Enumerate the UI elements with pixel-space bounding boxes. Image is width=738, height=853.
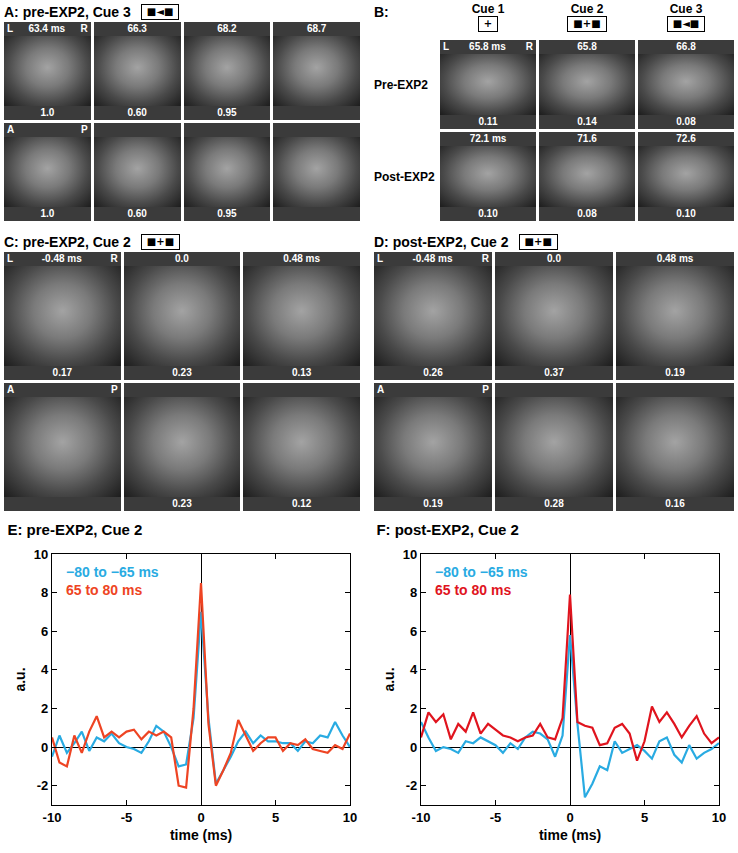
html-text:L: L [377,253,384,264]
svg-text:4: 4 [410,662,418,677]
svg-text:-5: -5 [490,810,502,825]
html-text:-0.48 ms: -0.48 ms [412,253,453,264]
html-text:72.1 ms: 72.1 ms [469,133,507,144]
html-text:66.3: 66.3 [127,23,147,34]
html-text:A: A [7,384,15,395]
html-text:0.19: 0.19 [665,367,685,378]
html-text:A: A [377,384,385,395]
html-text:R: R [525,41,533,52]
html-text:R: R [481,253,489,264]
html-text:0.48 ms: 0.48 ms [656,253,694,264]
html-text:72.6: 72.6 [676,133,696,144]
html-text:L: L [7,23,14,34]
svg-text:-2: -2 [406,778,418,793]
html-text:Pre-EXP2: Pre-EXP2 [374,77,428,92]
html-text:0.08: 0.08 [577,208,597,219]
svg-text:65 to 80 ms: 65 to 80 ms [66,582,142,598]
svg-text:−80 to −65 ms: −80 to −65 ms [66,564,159,580]
html-text:R: R [110,253,118,264]
svg-text:a.u.: a.u. [381,667,397,691]
html-text:0.23: 0.23 [172,498,192,509]
html-text:71.6: 71.6 [577,133,597,144]
svg-text:2: 2 [41,701,48,716]
svg-text:10: 10 [403,547,417,562]
html-text:B:: B: [374,4,389,20]
html-text:0.16: 0.16 [665,498,685,509]
html-text:A: A [7,124,15,135]
html-text:0.60: 0.60 [127,107,147,118]
html-text:1.0: 1.0 [40,107,55,118]
svg-text:−80 to −65 ms: −80 to −65 ms [435,564,528,580]
html-text:0.19: 0.19 [423,498,443,509]
html-text:0.11: 0.11 [478,116,498,127]
html-text:0.10: 0.10 [478,208,498,219]
html-text:-0.48 ms: -0.48 ms [41,253,82,264]
svg-text:4: 4 [41,662,49,677]
svg-text:-10: -10 [43,810,62,825]
html-text:Cue 2: Cue 2 [570,2,604,16]
html-text:0.14: 0.14 [577,116,597,127]
svg-text:time (ms): time (ms) [170,827,232,843]
svg-text:-5: -5 [121,810,133,825]
svg-text:6: 6 [410,624,417,639]
html-text:L: L [443,41,450,52]
html-text:C: pre-EXP2, Cue 2: C: pre-EXP2, Cue 2 [4,234,131,250]
html-text:1.0: 1.0 [40,208,55,219]
html-text:65.8: 65.8 [577,41,597,52]
html-text:0.13: 0.13 [291,367,312,378]
svg-text:E: pre-EXP2, Cue 2: E: pre-EXP2, Cue 2 [7,521,142,538]
svg-text:-2: -2 [37,778,49,793]
html-text:0.12: 0.12 [291,498,312,509]
html-text:0.95: 0.95 [217,208,237,219]
html-text:68.2: 68.2 [217,23,237,34]
svg-text:0: 0 [566,810,573,825]
svg-text:8: 8 [41,585,48,600]
svg-text:0: 0 [197,810,204,825]
html-text:0.37: 0.37 [544,367,564,378]
html-text:P: P [482,384,489,395]
svg-text:a.u.: a.u. [12,667,28,691]
html-text:63.4 ms: 63.4 ms [28,23,66,34]
svg-text:2: 2 [410,701,417,716]
html-text:Post-EXP2: Post-EXP2 [374,169,435,184]
html-text:0.26: 0.26 [423,367,443,378]
html-text:0.17: 0.17 [52,367,73,378]
html-text:0.10: 0.10 [676,208,696,219]
html-text:A: pre-EXP2, Cue 3: A: pre-EXP2, Cue 3 [4,4,131,20]
html-text:0.95: 0.95 [217,107,237,118]
svg-text:0: 0 [41,740,48,755]
svg-text:time (ms): time (ms) [539,827,601,843]
html-text:0.48 ms: 0.48 ms [283,253,320,264]
svg-text:8: 8 [410,585,417,600]
svg-text:5: 5 [272,810,279,825]
html-text:0.0: 0.0 [547,253,561,264]
html-text:66.8: 66.8 [676,41,696,52]
html-text:0.23: 0.23 [172,367,192,378]
html-text:P: P [81,124,88,135]
html-text:L: L [7,253,14,264]
svg-text:10: 10 [34,547,48,562]
html-text:D: post-EXP2, Cue 2: D: post-EXP2, Cue 2 [374,234,509,250]
html-text:R: R [80,23,88,34]
html-text:65.8 ms: 65.8 ms [469,41,506,52]
svg-text:65 to 80 ms: 65 to 80 ms [435,582,511,598]
html-text:Cue 1: Cue 1 [471,2,505,16]
svg-text:0: 0 [410,740,417,755]
svg-text:F: post-EXP2, Cue 2: F: post-EXP2, Cue 2 [376,521,519,538]
html-text:P: P [111,384,118,395]
html-text:0.60: 0.60 [127,208,147,219]
svg-text:10: 10 [343,810,357,825]
html-text:68.7: 68.7 [306,23,327,34]
html-text:Cue 3: Cue 3 [669,2,703,16]
svg-text:5: 5 [641,810,648,825]
svg-text:10: 10 [712,810,726,825]
html-text:0.08: 0.08 [676,116,696,127]
svg-text:6: 6 [41,624,48,639]
html-text:0.28: 0.28 [544,498,564,509]
svg-text:-10: -10 [412,810,431,825]
html-text:0.0: 0.0 [175,253,189,264]
